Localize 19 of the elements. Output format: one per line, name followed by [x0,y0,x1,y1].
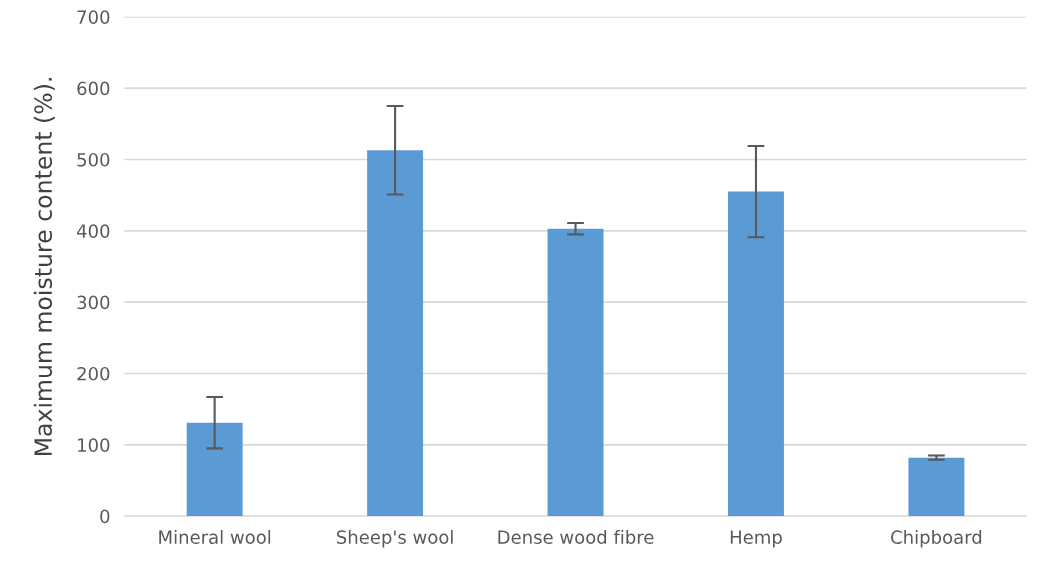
bar [547,228,604,517]
bar [728,191,784,517]
y-tick-label: 400 [76,224,110,238]
bar [186,422,243,517]
y-axis-title: Maximum moisture content (%). [33,78,55,456]
y-tick-label: 300 [77,295,110,310]
y-tick-label: 0 [100,509,110,524]
bar [367,150,424,517]
x-tick-label: Dense wood fibre [498,530,654,544]
y-tick-label: 600 [77,81,110,96]
x-tick-label: Hemp [730,530,782,548]
x-tick-label: Sheep's wool [337,530,453,548]
x-tick-label: Chipboard [891,530,982,548]
y-tick-label: 100 [78,438,110,452]
x-tick-label: Mineral wool [159,530,271,544]
y-tick-label: 700 [77,10,110,24]
y-tick-label: 500 [77,152,110,167]
y-tick-label: 200 [77,366,110,381]
bar [908,457,965,517]
